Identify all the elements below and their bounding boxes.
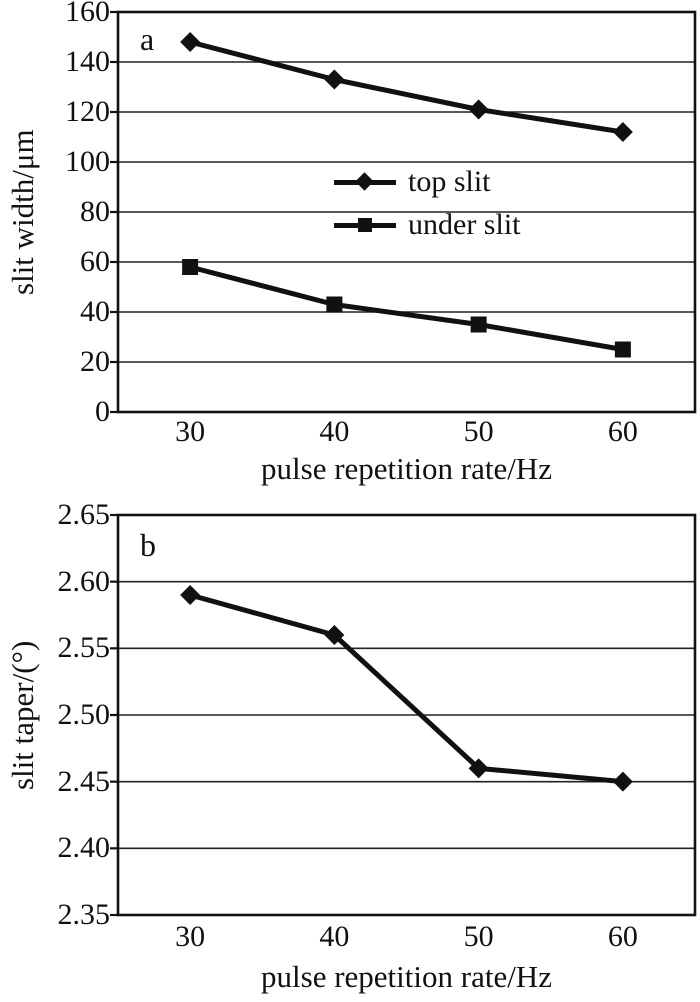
y-tick-label: 100 <box>65 145 110 178</box>
square-marker-icon <box>358 218 372 232</box>
legend-marker-cell <box>334 210 396 240</box>
x-tick-label: 50 <box>463 415 494 448</box>
y-tick-label: 2.35 <box>57 898 111 931</box>
series-line <box>187 39 626 135</box>
marker-diamond <box>324 69 345 90</box>
x-tick-label: 30 <box>175 920 206 953</box>
marker-diamond <box>612 122 633 142</box>
y-tick-label: 2.40 <box>57 831 111 865</box>
series-line <box>187 264 626 352</box>
legend-marker-cell <box>334 167 396 197</box>
panel-b-chart: slit taper/(°) b pulse repetition rate/H… <box>0 490 700 1002</box>
x-tick-label: 40 <box>319 920 350 953</box>
y-tick-label: 2.60 <box>57 564 111 598</box>
panel-letter-b: b <box>140 527 156 563</box>
y-tick-label: 140 <box>65 45 110 78</box>
x-tick-label: 40 <box>319 415 350 448</box>
plot-frame <box>116 513 697 917</box>
panel-a-chart: slit width/μm a pulse repetition rate/Hz… <box>0 0 700 490</box>
y-tick-label: 2.55 <box>57 631 111 665</box>
legend-row: under slit <box>330 206 527 244</box>
y-tick-label: 20 <box>80 345 110 378</box>
series-line <box>187 592 626 785</box>
marker-diamond <box>180 32 201 52</box>
x-axis-title: pulse repetition rate/Hz <box>261 451 552 486</box>
marker-square <box>326 296 343 313</box>
marker-diamond <box>324 625 345 645</box>
legend-label: top slit <box>408 165 491 198</box>
legend-label: under slit <box>408 208 521 241</box>
y-tick-label: 120 <box>65 95 110 128</box>
marker-square <box>470 316 487 333</box>
diamond-marker-icon <box>355 172 374 191</box>
panel-letter-a: a <box>140 21 155 57</box>
y-tick-label: 60 <box>80 245 110 278</box>
x-tick-label: 30 <box>175 415 206 448</box>
marker-diamond <box>468 758 489 779</box>
x-axis-title: pulse repetition rate/Hz <box>261 959 552 994</box>
marker-square <box>614 341 631 358</box>
y-tick-label: 2.50 <box>57 698 111 731</box>
x-tick-label: 50 <box>463 920 494 953</box>
marker-diamond <box>180 585 201 605</box>
legend: top slit under slit <box>330 163 527 249</box>
x-tick-label: 60 <box>607 920 638 953</box>
legend-row: top slit <box>330 163 527 201</box>
marker-diamond <box>612 771 633 792</box>
marker-diamond <box>468 99 489 120</box>
marker-square <box>182 259 199 275</box>
plot-area <box>110 513 697 917</box>
y-tick-label: 0 <box>95 395 110 428</box>
y-tick-label: 2.45 <box>57 764 111 798</box>
y-tick-label: 80 <box>80 195 110 228</box>
x-tick-label: 60 <box>607 415 638 448</box>
y-tick-label: 40 <box>80 295 110 328</box>
y-tick-label: 160 <box>65 0 110 28</box>
y-tick-label: 2.65 <box>57 498 111 531</box>
